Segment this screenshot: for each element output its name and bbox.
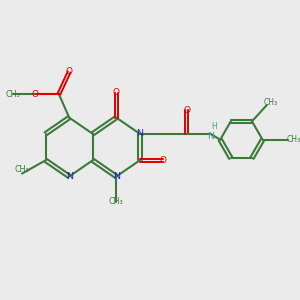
Text: CH₃: CH₃ — [109, 197, 124, 206]
Text: CH₃: CH₃ — [264, 98, 278, 107]
Text: O: O — [32, 90, 39, 99]
Text: CH₃: CH₃ — [6, 90, 21, 99]
Text: N: N — [207, 132, 214, 141]
Text: N: N — [113, 172, 120, 181]
Text: O: O — [160, 156, 167, 165]
Text: O: O — [183, 106, 190, 115]
Text: H: H — [211, 122, 217, 131]
Text: CH₃: CH₃ — [286, 135, 300, 144]
Text: O: O — [66, 68, 73, 76]
Text: N: N — [66, 172, 73, 181]
Text: N: N — [136, 129, 143, 138]
Text: CH₃: CH₃ — [15, 165, 29, 174]
Text: O: O — [113, 88, 120, 97]
